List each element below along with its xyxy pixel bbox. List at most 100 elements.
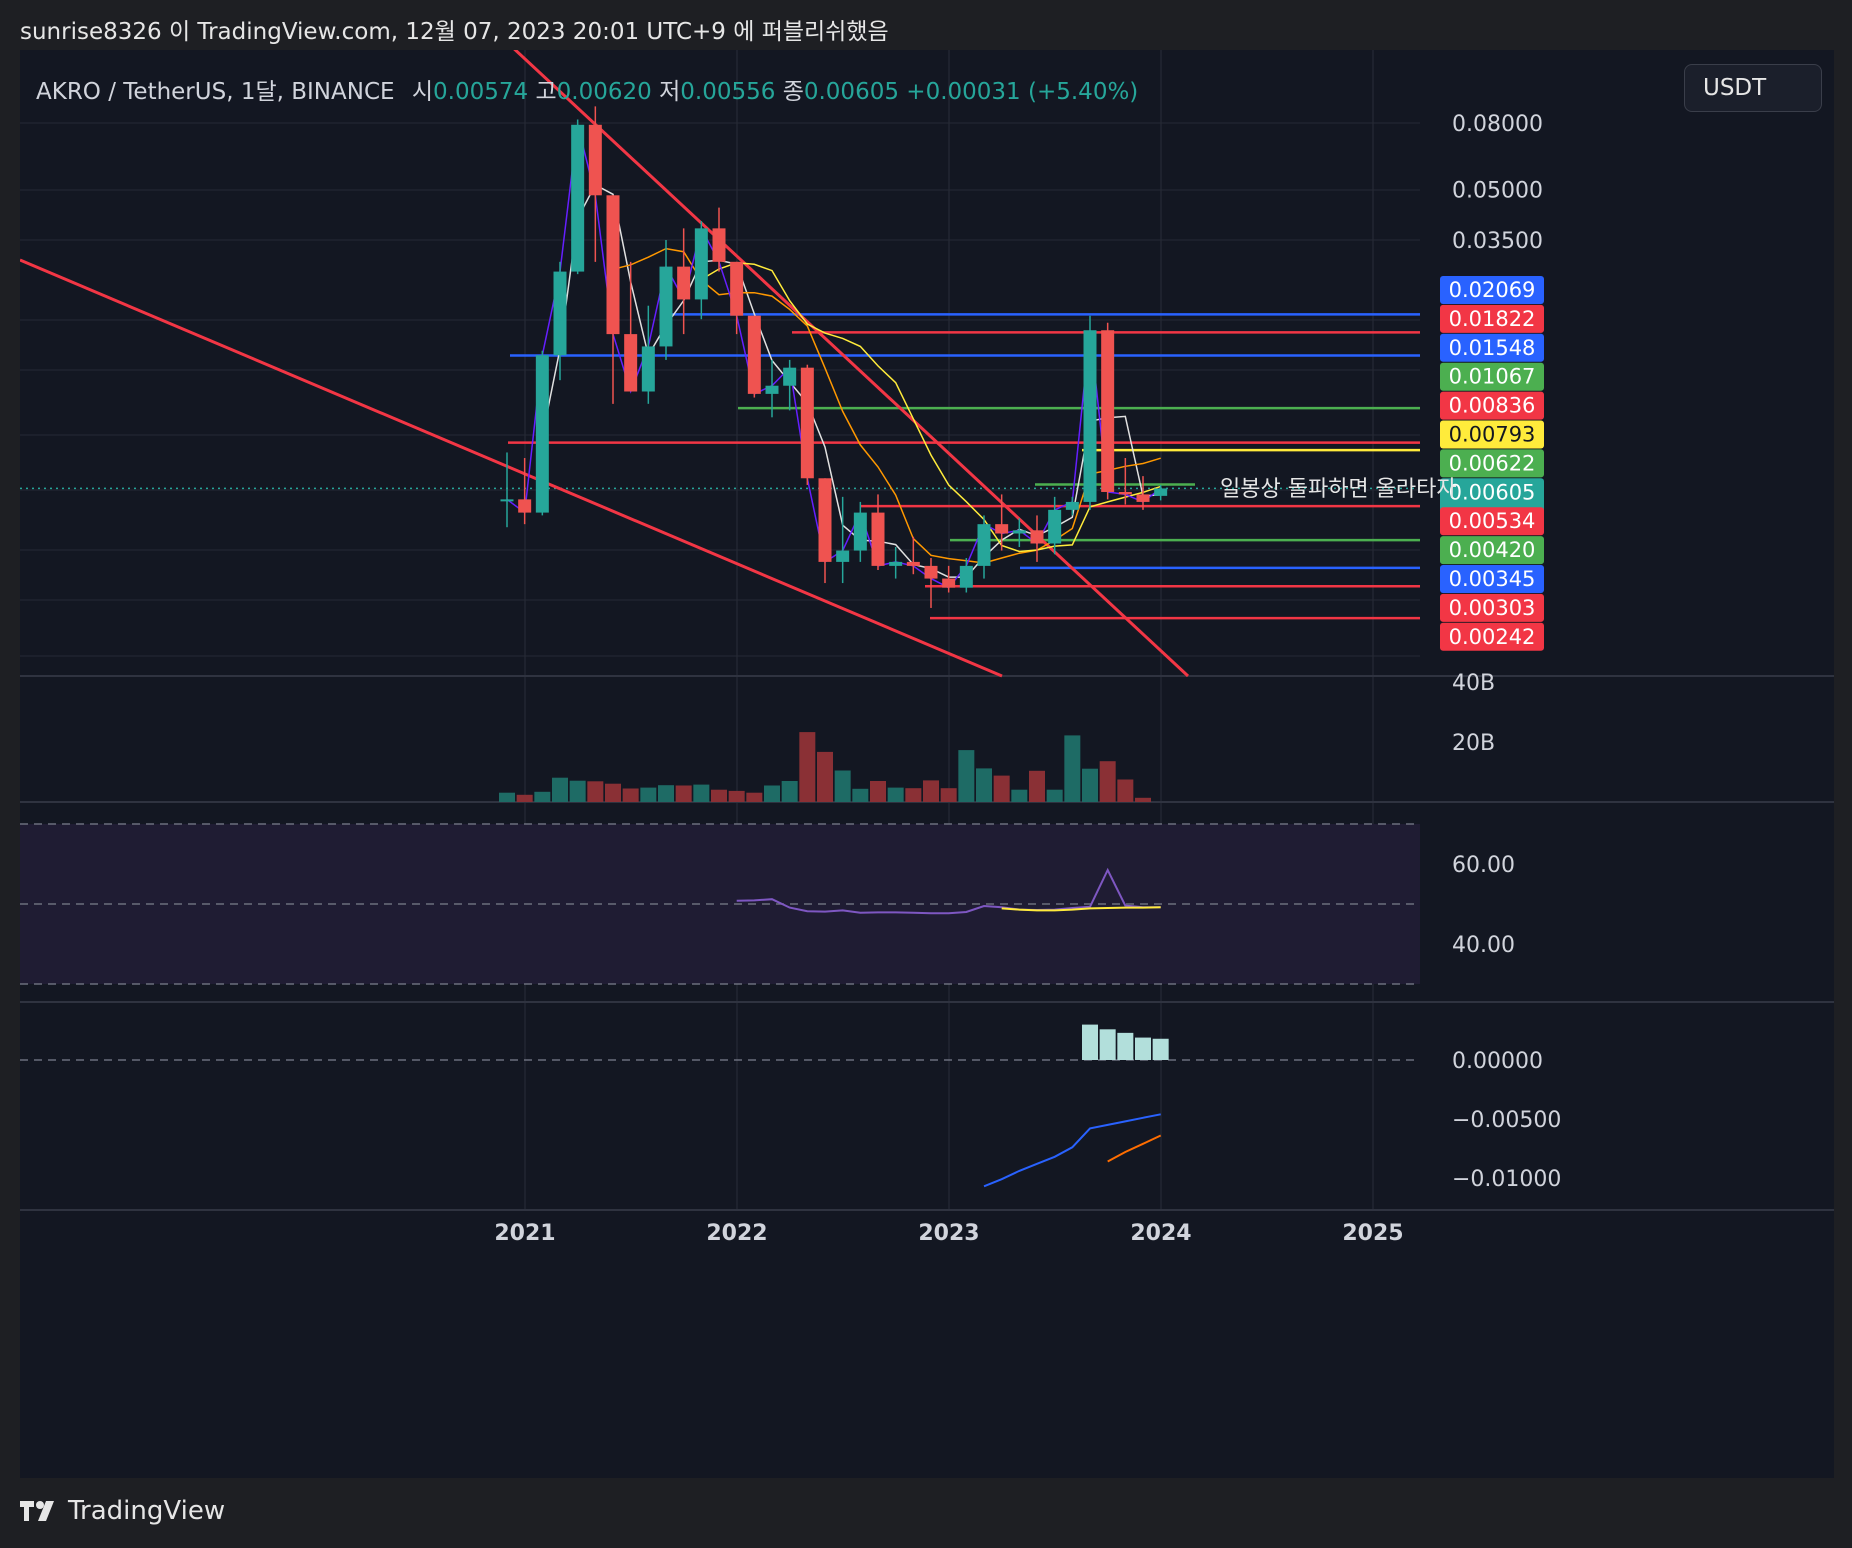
candle-body <box>783 367 797 386</box>
volume-bar <box>993 775 1010 802</box>
volume-bar <box>552 777 568 802</box>
volume-bar <box>587 781 604 802</box>
price-label-box <box>1440 536 1544 565</box>
candle-body <box>535 355 549 513</box>
volume-bar <box>799 732 816 802</box>
price-label-box <box>1440 362 1544 391</box>
upper-trendline <box>513 50 1190 678</box>
candle-body <box>694 228 708 300</box>
time-tick-label: 2025 <box>1342 1221 1403 1246</box>
price-label-box <box>1440 507 1544 536</box>
volume-bar <box>693 784 710 802</box>
volume-bar <box>852 788 869 802</box>
volume-bar <box>675 785 692 802</box>
candle-body <box>588 124 602 196</box>
symbol-label: AKRO / TetherUS, 1달, BINANCE <box>36 79 395 105</box>
price-label-text: 0.00836 <box>1449 394 1536 418</box>
volume-bar <box>569 780 586 802</box>
candle-body <box>1083 330 1097 502</box>
candles <box>500 106 1168 608</box>
volume-bar <box>870 781 886 802</box>
ma-slow-line <box>700 262 1161 553</box>
lower-trendline <box>20 258 1003 678</box>
time-tick-label: 2023 <box>918 1221 979 1246</box>
footer-brand: TradingView <box>20 1496 225 1526</box>
price-label-box <box>1440 622 1544 651</box>
volume-bar <box>728 790 745 802</box>
volume-bar <box>658 785 674 802</box>
price-label-box <box>1440 276 1544 304</box>
volume-bar <box>976 768 992 802</box>
candle-body <box>977 524 991 566</box>
price-label-text: 0.00605 <box>1449 480 1536 504</box>
candle-body <box>1030 530 1044 544</box>
candle-body <box>1118 491 1132 495</box>
high-value: 0.00620 <box>556 79 652 105</box>
candle-body <box>995 524 1009 534</box>
candle-body <box>765 385 779 394</box>
high-label: 고 <box>535 79 557 105</box>
macd-histogram-bar <box>1152 1038 1169 1060</box>
grid <box>20 50 1834 1211</box>
candle-body <box>959 565 973 588</box>
rsi-tick-label: 40.00 <box>1452 933 1515 958</box>
volume-bar <box>958 750 975 802</box>
price-label-text: 0.01067 <box>1449 365 1536 389</box>
currency-button[interactable]: USDT <box>1684 64 1822 112</box>
price-label-text: 0.00420 <box>1449 538 1536 562</box>
candle-body <box>518 499 532 513</box>
price-label-box <box>1440 449 1544 478</box>
candle-body <box>712 228 726 262</box>
volume-bar <box>1029 770 1045 802</box>
price-label-text: 0.00622 <box>1449 451 1536 475</box>
volume-tick-label: 20B <box>1452 731 1495 756</box>
trendlines <box>20 50 1190 678</box>
close-label: 종 <box>782 79 804 105</box>
chart-annotation: 일봉상 돌파하면 올라타자 <box>1220 477 1457 502</box>
chart-canvas[interactable]: 0.08000 0.05000 0.03500 40B 20B 60.00 40.00 0.0… <box>20 50 1834 1478</box>
candle-body <box>942 578 956 588</box>
candle-body <box>906 561 920 566</box>
candle-body <box>836 550 850 562</box>
volume-bar <box>940 788 957 802</box>
volume-bar <box>622 788 639 802</box>
price-tick-label: 0.03500 <box>1452 229 1543 254</box>
time-tick-label: 2021 <box>494 1221 555 1246</box>
candle-body <box>606 195 620 335</box>
volume-bar <box>534 791 551 802</box>
footer-brand-text: TradingView <box>68 1496 226 1526</box>
price-tick-label: 0.08000 <box>1452 112 1543 137</box>
price-label-box <box>1440 304 1544 333</box>
horizontal-levels <box>20 313 1420 620</box>
open-label: 시 <box>411 79 434 105</box>
price-label-box <box>1440 593 1544 622</box>
macd-tick-label: −0.01000 <box>1452 1167 1561 1192</box>
price-tick-label: 0.05000 <box>1452 179 1543 204</box>
candle-body <box>641 346 655 392</box>
candle-body <box>1136 494 1150 502</box>
macd-tick-label: −0.00500 <box>1452 1108 1561 1133</box>
volume-bars <box>499 732 1151 802</box>
price-label-box <box>1440 333 1544 362</box>
time-tick-label: 2022 <box>706 1221 767 1246</box>
rsi-line <box>736 867 1161 915</box>
volume-tick-label: 40B <box>1452 671 1495 696</box>
macd-line <box>983 1113 1161 1188</box>
candle-body <box>889 561 903 566</box>
volume-bar <box>887 787 904 802</box>
rsi-lines <box>736 867 1161 915</box>
candle-body <box>800 367 814 479</box>
close-value: 0.00605 <box>803 79 899 105</box>
macd-lines <box>20 1024 1420 1188</box>
volume-bar <box>1082 768 1098 802</box>
chart-panel[interactable]: 0.08000 0.05000 0.03500 40B 20B 60.00 40.00 0.0… <box>20 50 1834 1478</box>
volume-bar <box>1046 789 1063 802</box>
price-label-text: 0.00242 <box>1449 625 1536 649</box>
volume-bar <box>605 783 621 802</box>
axes: 0.08000 0.05000 0.03500 40B 20B 60.00 40.00 0.0… <box>494 112 1561 1246</box>
candle-body <box>1048 509 1062 544</box>
price-label-text: 0.01822 <box>1449 307 1536 331</box>
volume-bar <box>746 792 763 802</box>
candle-body <box>553 271 567 356</box>
price-label-text: 0.00303 <box>1449 596 1536 620</box>
